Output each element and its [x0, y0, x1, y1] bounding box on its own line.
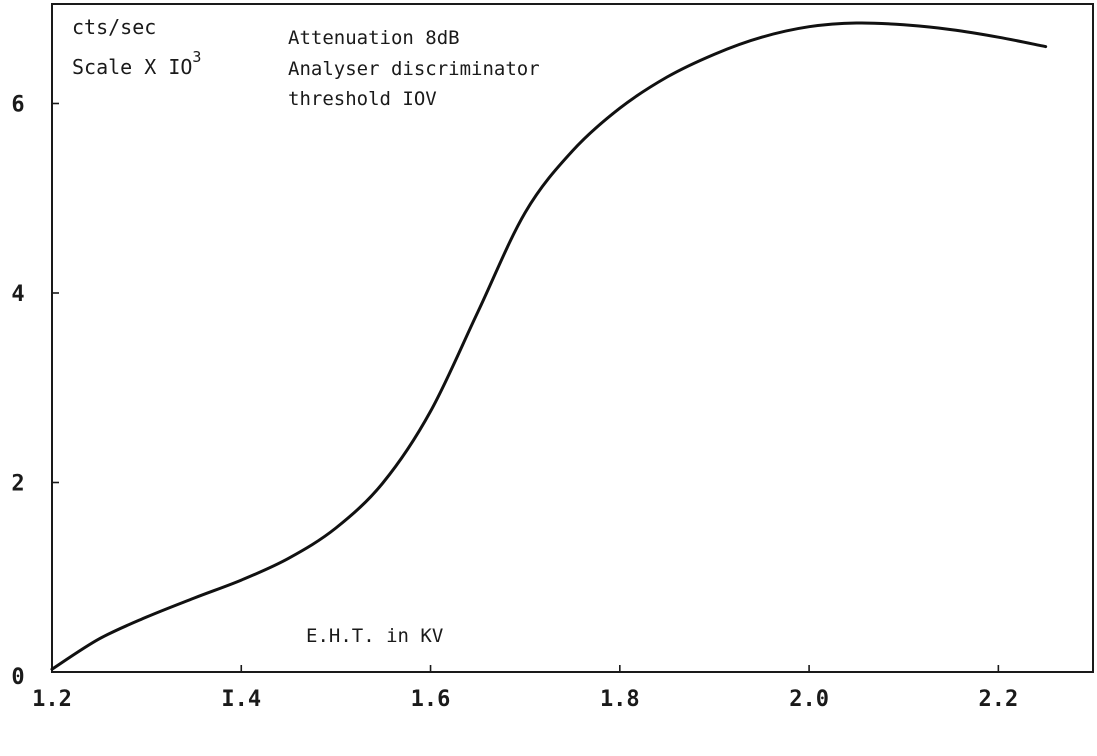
- x-tick-label: 1.6: [411, 687, 451, 712]
- x-tick-label: 2.0: [789, 687, 829, 712]
- y-axis-label-line2: Scale X IO3: [72, 48, 201, 79]
- y-tick-label: 6: [11, 92, 24, 117]
- y-axis-label-exponent: 3: [192, 48, 201, 66]
- x-tick-label: 1.8: [600, 687, 640, 712]
- x-tick-label: 1.2: [32, 687, 72, 712]
- y-tick-label: 0: [11, 665, 24, 690]
- y-axis-label-line1: cts/sec: [72, 15, 156, 39]
- axis-tick-labels: 1.2 I.4 1.6 1.8 2.0 2.2 0 2 4 6: [11, 92, 1018, 712]
- axis-ticks: [51, 102, 1000, 672]
- x-tick-label: 2.2: [978, 687, 1018, 712]
- annotation-line-1: Attenuation 8dB: [288, 27, 460, 49]
- y-tick-label: 2: [11, 471, 24, 496]
- annotation-line-2: Analyser discriminator: [288, 58, 540, 80]
- annotation-line-3: threshold IOV: [288, 88, 437, 110]
- series-line: [50, 21, 1048, 671]
- y-tick-label: 4: [11, 282, 24, 307]
- x-axis-label: E.H.T. in KV: [306, 625, 443, 647]
- x-tick-label: I.4: [221, 687, 261, 712]
- plot-frame: [51, 3, 1094, 673]
